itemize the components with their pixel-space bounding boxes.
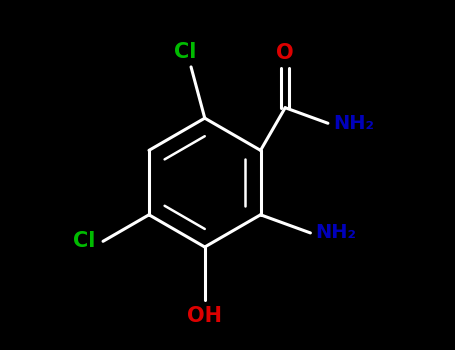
- Text: O: O: [276, 43, 294, 63]
- Text: NH₂: NH₂: [316, 223, 357, 243]
- Text: NH₂: NH₂: [333, 114, 374, 133]
- Text: OH: OH: [187, 306, 222, 326]
- Text: Cl: Cl: [174, 42, 196, 62]
- Text: Cl: Cl: [73, 231, 96, 251]
